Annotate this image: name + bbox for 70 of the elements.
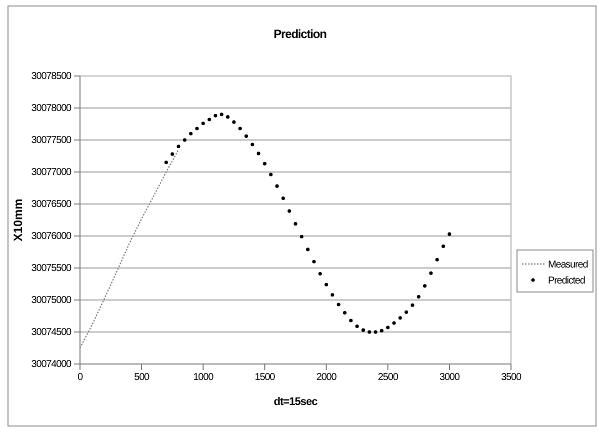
point: [404, 310, 408, 314]
point: [386, 326, 390, 330]
y-tick-label: 30074500: [31, 327, 72, 338]
y-tick-label: 30077000: [31, 167, 72, 178]
point: [416, 295, 420, 299]
point: [269, 172, 273, 176]
x-tick-label: 1000: [193, 372, 214, 384]
point: [392, 321, 396, 325]
point: [214, 114, 218, 118]
point: [208, 118, 212, 122]
point: [355, 324, 359, 328]
x-tick-label: 2500: [378, 372, 399, 384]
point: [312, 260, 316, 264]
point: [170, 152, 174, 156]
point: [250, 142, 254, 146]
chart-title: Prediction: [274, 27, 327, 41]
legend-label: Predicted: [548, 276, 585, 286]
x-tick-label: 3500: [501, 372, 522, 384]
point: [441, 244, 446, 248]
point: [380, 328, 384, 332]
y-tick-label: 30075500: [31, 263, 72, 274]
point: [361, 328, 366, 332]
y-tick-label: 30076000: [31, 231, 72, 242]
x-tick-label: 2000: [316, 372, 338, 384]
point: [195, 126, 199, 130]
y-tick-label: 30078500: [31, 71, 72, 82]
point: [226, 115, 230, 119]
point: [220, 112, 224, 116]
x-tick-label: 0: [78, 372, 84, 384]
point: [164, 160, 168, 164]
point: [410, 303, 414, 307]
x-tick-label: 1500: [254, 372, 276, 384]
point: [201, 122, 205, 126]
y-tick-label: 30076500: [31, 199, 72, 210]
point: [429, 271, 433, 275]
point: [262, 162, 266, 166]
y-tick-label: 30078000: [31, 103, 72, 114]
y-tick-label: 30074000: [31, 359, 72, 370]
point: [232, 120, 236, 124]
point: [288, 209, 292, 213]
point: [336, 302, 340, 306]
point: [306, 248, 310, 252]
point: [275, 184, 279, 188]
point: [256, 152, 260, 156]
point: [176, 144, 180, 148]
point: [448, 232, 452, 236]
point: [368, 330, 372, 334]
point: [238, 126, 242, 130]
point: [182, 138, 186, 142]
point: [398, 316, 402, 320]
point: [318, 272, 322, 276]
point: [189, 132, 193, 136]
point: [324, 282, 328, 286]
point: [349, 318, 353, 322]
x-axis-title: dt=15sec: [274, 396, 318, 408]
y-axis-title: X10mm: [11, 198, 25, 242]
point: [330, 293, 334, 297]
point: [374, 330, 378, 334]
point: [294, 222, 298, 226]
point: [244, 134, 248, 138]
point: [423, 284, 427, 288]
point: [281, 196, 285, 200]
x-tick-label: 3000: [440, 372, 460, 384]
y-tick-label: 30077500: [31, 135, 72, 146]
x-tick-label: 500: [134, 372, 150, 384]
y-tick-label: 30075000: [31, 295, 72, 306]
legend-label: Measured: [548, 260, 588, 270]
point: [435, 258, 439, 262]
point: [300, 234, 304, 238]
point: [342, 311, 347, 315]
